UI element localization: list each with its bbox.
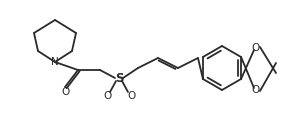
Text: O: O xyxy=(127,91,135,101)
Text: O: O xyxy=(252,43,260,53)
Text: O: O xyxy=(103,91,111,101)
Text: O: O xyxy=(252,85,260,95)
Text: S: S xyxy=(115,72,123,85)
Text: O: O xyxy=(61,87,69,97)
Text: N: N xyxy=(51,57,59,67)
